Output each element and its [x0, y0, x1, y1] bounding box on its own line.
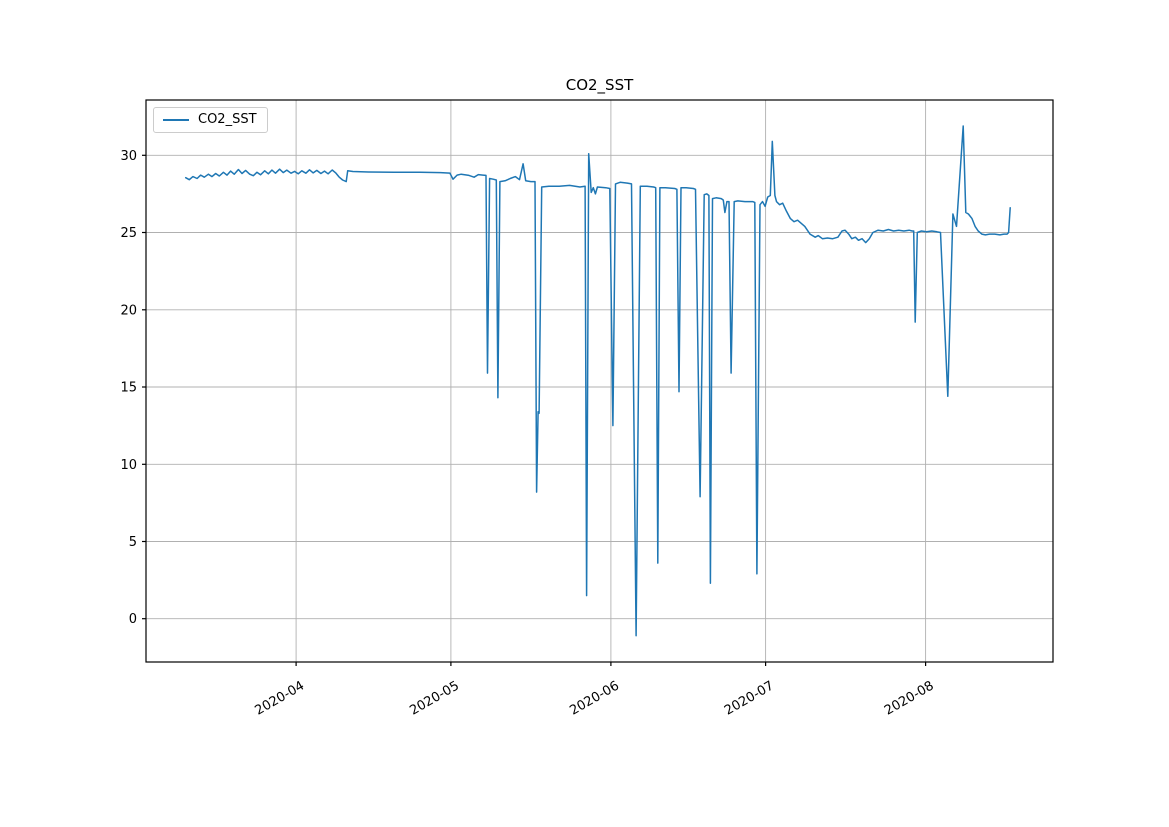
x-tick-label: 2020-04	[253, 678, 308, 718]
x-tick-label: 2020-06	[567, 678, 622, 718]
legend-line-sample	[163, 118, 189, 121]
y-tick-label: 15	[120, 381, 137, 396]
x-tick-label: 2020-08	[882, 678, 937, 718]
legend: CO2_SST	[153, 107, 268, 133]
chart-title: CO2_SST	[565, 76, 634, 94]
y-tick-label: 5	[129, 535, 137, 550]
x-tick-label: 2020-05	[407, 678, 462, 718]
y-tick-label: 30	[120, 149, 137, 164]
co2-sst-line	[184, 125, 1011, 637]
y-tick-label: 25	[120, 226, 137, 241]
y-tick-label: 10	[120, 458, 137, 473]
y-tick-label: 0	[129, 612, 137, 627]
y-tick-label: 20	[120, 303, 137, 318]
legend-label: CO2_SST	[198, 112, 257, 127]
plot-border	[145, 99, 1054, 663]
x-tick-label: 2020-07	[722, 678, 777, 718]
